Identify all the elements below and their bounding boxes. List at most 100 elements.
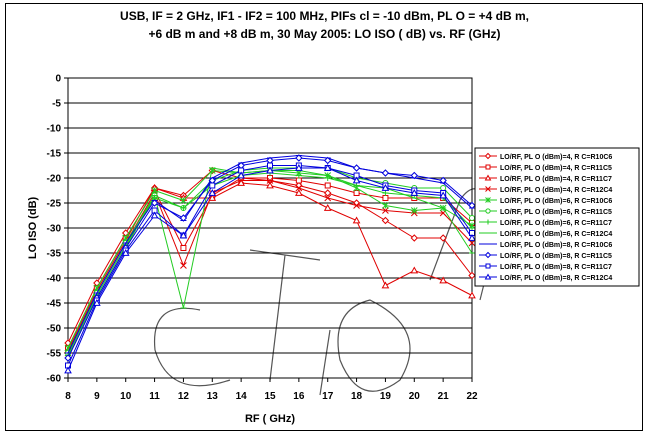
legend-item: LO/RF, PL O (dBm)=6, R C=R12C4 [479, 231, 612, 238]
data-point [439, 176, 447, 185]
legend-item: LO/RF, PL O (dBm)=4, R C=R12C4 [479, 186, 612, 194]
data-point [484, 152, 492, 160]
legend-label: LO/RF, PL O (dBm)=8, R C=R11C7 [500, 264, 612, 271]
data-point [179, 231, 188, 239]
x-axis-ticks: 8 9 10 11 12 13 14 15 16 17 18 19 20 21 22 [65, 378, 478, 402]
data-point [64, 366, 72, 374]
data-point [440, 184, 447, 192]
data-point [485, 186, 491, 192]
data-point [180, 262, 187, 269]
data-point [468, 271, 476, 280]
data-point [266, 181, 274, 189]
chart-title: USB, IF = 2 GHz, IF1 - IF2 = 100 MHz, PI… [120, 9, 529, 41]
data-point [410, 171, 418, 180]
y-tick-label: -5 [52, 99, 61, 110]
data-point [485, 219, 491, 225]
series-3 [64, 178, 476, 354]
data-point [180, 197, 187, 204]
legend-item: LO/RF, PL O (dBm)=6, R C=R10C6 [479, 197, 612, 205]
legend-box [474, 147, 640, 287]
data-point [382, 207, 389, 214]
x-tick-label: 8 [65, 391, 71, 402]
data-point [381, 216, 390, 225]
legend-item: LO/RF, PL O (dBm)=4, R C=R11C7 [479, 174, 612, 183]
series-4 [64, 177, 476, 357]
data-point [439, 276, 447, 284]
x-tick-label: 10 [120, 391, 132, 402]
data-point [439, 234, 447, 242]
data-point [468, 233, 476, 241]
y-axis-label: LO ISO (dB) [27, 197, 39, 260]
y-tick-label: -25 [47, 199, 62, 210]
legend-item: LO/RF, PL O (dBm)=8, R C=R12C4 [479, 273, 612, 282]
series-line [67, 180, 473, 354]
legend-label: LO/RF, PL O (dBm)=8, R C=R10C6 [500, 242, 612, 249]
legend-label: LO/RF, PL O (dBm)=4, R C=R12C4 [500, 187, 612, 194]
data-point [382, 190, 389, 196]
x-tick-label: 17 [322, 391, 334, 402]
data-point [352, 176, 361, 184]
x-tick-label: 15 [264, 391, 276, 402]
data-point [324, 156, 332, 165]
data-point [64, 354, 72, 362]
legend-label: LO/RF, PL O (dBm)=4, R C=R10C6 [500, 154, 612, 161]
legend-label: LO/RF, PL O (dBm)=4, R C=R11C7 [500, 176, 612, 183]
data-point [295, 188, 303, 196]
y-tick-label: -20 [47, 174, 62, 185]
data-point [468, 201, 476, 210]
y-tick-label: -40 [47, 274, 62, 285]
data-point [179, 214, 188, 222]
data-point [323, 163, 332, 171]
legend-item: LO/RF, PL O (dBm)=6, R C=R11C5 [479, 208, 612, 216]
data-point [267, 175, 273, 181]
y-tick-label: -10 [47, 124, 62, 135]
y-tick-label: -60 [47, 374, 62, 385]
series-2 [65, 175, 475, 351]
data-point [485, 208, 491, 214]
legend-item: LO/RF, PL O (dBm)=6, R C=R11C7 [479, 219, 612, 227]
data-point [150, 211, 159, 219]
data-point [382, 195, 389, 201]
data-point [352, 216, 361, 224]
data-point [295, 177, 302, 184]
data-point [237, 171, 245, 179]
data-point [352, 164, 361, 172]
legend-item: LO/RF, PL O (dBm)=4, R C=R10C6 [479, 152, 612, 161]
legend-label: LO/RF, PL O (dBm)=6, R C=R12C4 [500, 231, 612, 238]
data-point [468, 214, 476, 222]
legend-label: LO/RF, PL O (dBm)=6, R C=R11C5 [500, 209, 612, 216]
data-point [324, 194, 332, 202]
data-point [266, 166, 274, 174]
data-point [484, 251, 492, 259]
data-point [180, 205, 187, 211]
x-tick-label: 18 [351, 391, 363, 402]
watermark-letter-t [249, 249, 321, 381]
data-point [381, 183, 390, 191]
x-axis-label: RF ( GHz) [245, 413, 295, 425]
watermark-letter-o [337, 299, 411, 392]
data-point [382, 202, 389, 209]
data-point [484, 174, 492, 181]
x-tick-label: 19 [380, 391, 392, 402]
data-point [237, 177, 245, 184]
legend-item: LO/RF, PL O (dBm)=4, R C=R11C5 [479, 164, 612, 172]
legend-item: LO/RF, PL O (dBm)=8, R C=R11C5 [479, 251, 612, 260]
watermark [153, 188, 501, 396]
data-point [485, 263, 491, 269]
y-tick-label: -30 [47, 224, 62, 235]
data-point [121, 248, 130, 256]
x-tick-label: 22 [466, 391, 478, 402]
data-point [324, 189, 332, 197]
x-tick-label: 9 [94, 391, 100, 402]
legend-label: LO/RF, PL O (dBm)=6, R C=R11C7 [500, 220, 612, 227]
data-point [295, 184, 303, 192]
y-tick-label: 0 [55, 74, 61, 85]
data-point [208, 188, 217, 196]
data-point [381, 169, 390, 177]
data-point [410, 188, 419, 196]
data-point [353, 202, 360, 209]
y-tick-label: -55 [47, 349, 62, 360]
data-point [295, 154, 303, 162]
x-tick-label: 12 [178, 391, 190, 402]
